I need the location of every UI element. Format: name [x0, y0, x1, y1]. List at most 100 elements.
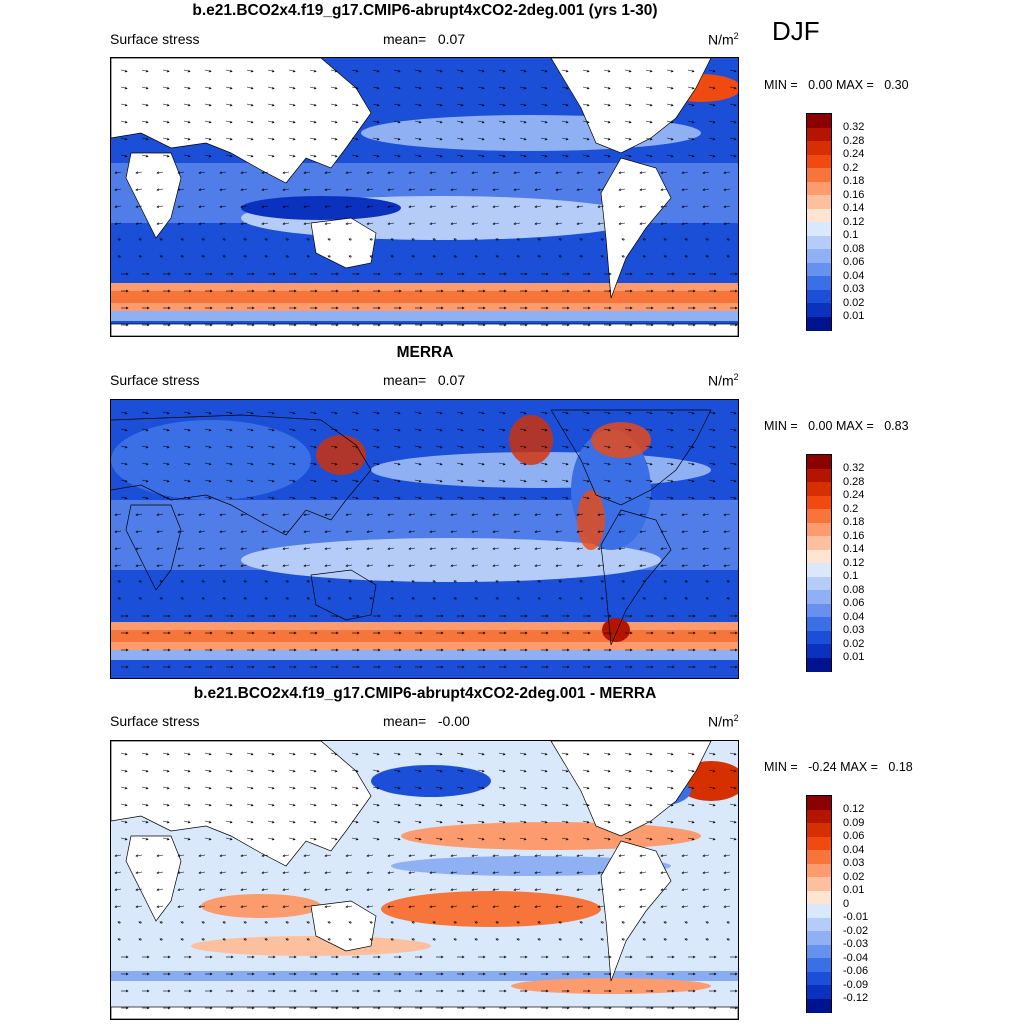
panel-title: MERRA: [396, 344, 454, 361]
colorbar-tick-label: -0.06: [843, 965, 869, 977]
colorbar-swatch: [807, 249, 831, 263]
colorbar-swatch: [807, 971, 831, 986]
colorbar-swatch: [807, 603, 831, 618]
colorbar-tick-label: 0.12: [843, 556, 865, 569]
wind-vectors: [114, 69, 738, 327]
colorbar-tick-label: 0.04: [843, 269, 865, 282]
colorbar-tick-label: -0.09: [843, 978, 869, 991]
colorbar-tick-label: 0.24: [843, 148, 865, 160]
colorbar-swatch: [807, 522, 831, 537]
units-label: N/m2: [708, 372, 739, 389]
colorbar-tick-label: 0.01: [843, 651, 865, 663]
colorbar-swatch: [807, 141, 831, 155]
colorbar-swatch: [807, 890, 831, 905]
colorbar-tick-label: 0.04: [843, 610, 865, 623]
variable-label: Surface stress: [110, 31, 200, 47]
colorbar-swatch: [807, 168, 831, 182]
colorbar-tick-label: 0.01: [843, 884, 865, 896]
colorbar-tick-label: 0.02: [843, 870, 865, 883]
colorbar-swatch: [807, 222, 831, 236]
units-label: N/m2: [708, 713, 739, 730]
colorbar-swatch: [807, 235, 831, 250]
panel-title: b.e21.BCO2x4.f19_g17.CMIP6-abrupt4xCO2-2…: [193, 685, 657, 702]
colorbar-tick-label: 0.09: [843, 816, 865, 829]
colorbar-swatch: [807, 549, 831, 564]
mean-value: 0.07: [437, 372, 466, 388]
variable-label: Surface stress: [110, 372, 200, 388]
colorbar-swatch: [807, 877, 831, 891]
colorbar-tick-label: 0.32: [843, 462, 865, 474]
colorbar-swatch: [807, 958, 831, 972]
colorbar-swatch: [807, 195, 831, 209]
colorbar-tick-label: 0.1: [843, 229, 859, 241]
mean-label: mean=: [383, 372, 427, 388]
colorbar-tick-label: 0.16: [843, 188, 865, 201]
variable-label: Surface stress: [110, 713, 200, 729]
colorbar-swatch: [807, 657, 831, 672]
colorbar: [806, 454, 832, 672]
mean-readout: mean= 0.07: [383, 31, 465, 47]
colorbar-tick-label: 0.04: [843, 843, 865, 856]
colorbar-tick-label: 0.03: [843, 857, 865, 869]
colorbar-swatch: [807, 316, 831, 331]
min-max-readout: MIN = -0.24 MAX = 0.18: [764, 760, 913, 774]
map-plot: [110, 740, 739, 1020]
colorbar-tick-label: 0.02: [843, 637, 865, 650]
mean-label: mean=: [383, 31, 427, 47]
colorbar-swatch: [807, 576, 831, 591]
colorbar: [806, 795, 832, 1013]
colorbar-tick-label: 0.12: [843, 215, 865, 228]
colorbar-swatch: [807, 181, 831, 196]
colorbar-swatch: [807, 536, 831, 550]
mean-value: -0.00: [437, 713, 470, 729]
colorbar-swatch: [807, 303, 831, 317]
mean-label: mean=: [383, 713, 427, 729]
colorbar-tick-label: 0: [843, 897, 850, 910]
colorbar-tick-label: -0.04: [843, 951, 869, 964]
colorbar-tick-label: 0.03: [843, 624, 865, 636]
colorbar-swatch: [807, 644, 831, 658]
colorbar-tick-label: 0.16: [843, 529, 865, 542]
colorbar-swatch: [807, 985, 831, 999]
colorbar-swatch: [807, 590, 831, 604]
colorbar-swatch: [807, 863, 831, 878]
colorbar-tick-label: 0.18: [843, 175, 865, 187]
colorbar-swatch: [807, 127, 831, 142]
colorbar-tick-label: -0.01: [843, 911, 869, 923]
units-label: N/m2: [708, 31, 739, 48]
colorbar-tick-label: 0.18: [843, 516, 865, 528]
colorbar-swatch: [807, 468, 831, 483]
colorbar-tick-label: 0.28: [843, 475, 865, 488]
mean-readout: mean= -0.00: [383, 713, 470, 729]
colorbar-swatch: [807, 455, 831, 469]
colorbar-tick-label: 0.1: [843, 570, 859, 582]
colorbar-swatch: [807, 289, 831, 304]
colorbar-swatch: [807, 630, 831, 645]
colorbar-swatch: [807, 796, 831, 810]
colorbar-swatch: [807, 114, 831, 128]
colorbar-swatch: [807, 563, 831, 577]
colorbar-swatch: [807, 836, 831, 851]
colorbar-tick-label: 0.14: [843, 202, 865, 214]
colorbar-swatch: [807, 931, 831, 945]
colorbar-swatch: [807, 495, 831, 510]
season-label: DJF: [772, 16, 820, 46]
colorbar-tick-label: 0.28: [843, 134, 865, 147]
colorbar-swatch: [807, 154, 831, 169]
colorbar-swatch: [807, 998, 831, 1013]
colorbar-tick-label: -0.12: [843, 992, 869, 1004]
colorbar-swatch: [807, 208, 831, 223]
colorbar-tick-label: 0.06: [843, 597, 865, 609]
colorbar-tick-label: 0.32: [843, 121, 865, 133]
colorbar-swatch: [807, 944, 831, 959]
colorbar-tick-label: 0.2: [843, 161, 859, 174]
colorbar-swatch: [807, 509, 831, 523]
colorbar-tick-label: 0.08: [843, 242, 865, 255]
colorbar-tick-label: 0.02: [843, 296, 865, 309]
colorbar-swatch: [807, 823, 831, 837]
colorbar-tick-label: 0.06: [843, 256, 865, 268]
colorbar-tick-label: 0.2: [843, 502, 859, 515]
map-plot: [110, 399, 739, 679]
wind-vectors: [114, 411, 738, 669]
